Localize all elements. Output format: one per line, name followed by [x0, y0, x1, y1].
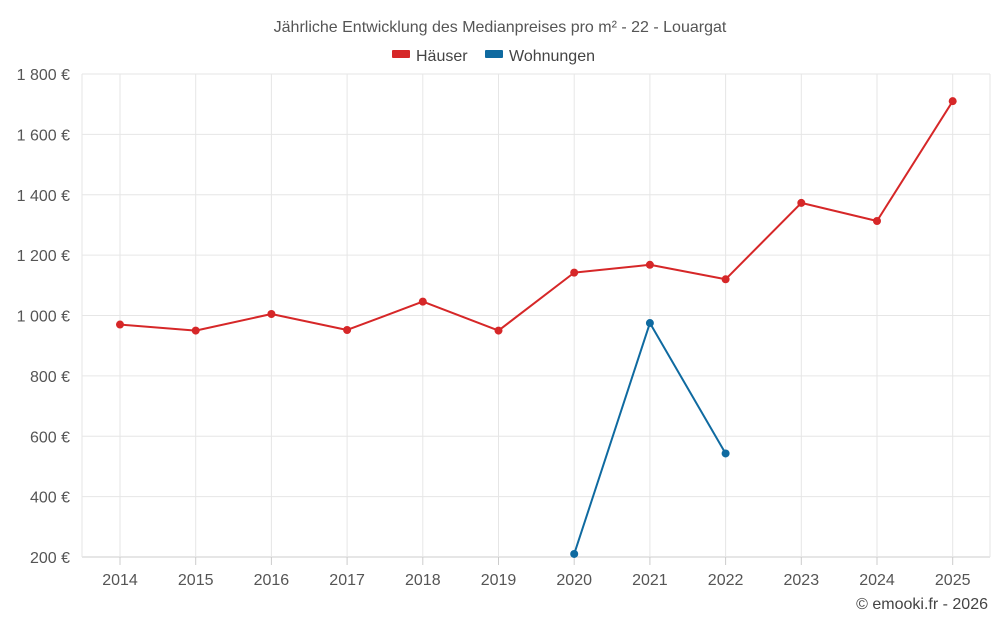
data-point[interactable] — [116, 320, 124, 329]
y-tick-label: 600 € — [30, 429, 70, 446]
y-tick-label: 1 800 € — [17, 67, 70, 84]
data-point[interactable] — [570, 549, 579, 558]
data-point[interactable] — [645, 260, 654, 269]
x-tick-label: 2018 — [405, 572, 441, 589]
x-axis: 2014 2015 2016 2017 2018 2019 2020 2021 2022 2023… — [102, 557, 971, 589]
data-point[interactable] — [797, 198, 806, 207]
series-layer — [116, 97, 957, 558]
data-point[interactable] — [645, 319, 654, 328]
data-point[interactable] — [570, 268, 579, 277]
data-point[interactable] — [721, 449, 730, 458]
x-tick-label: 2015 — [178, 572, 214, 589]
y-tick-label: 1 200 € — [17, 248, 70, 265]
legend-swatch-wohnungen — [485, 50, 503, 58]
y-tick-label: 400 € — [30, 490, 70, 507]
data-point[interactable] — [873, 217, 881, 226]
legend-label-wohnungen[interactable]: Wohnungen — [509, 48, 595, 65]
y-tick-label: 1 000 € — [17, 309, 70, 326]
series-line — [119, 100, 954, 332]
legend-swatch-hauser — [392, 50, 410, 58]
y-tick-label: 800 € — [30, 369, 70, 386]
credit-text: © emooki.fr - 2026 — [856, 596, 988, 613]
x-tick-label: 2022 — [708, 572, 744, 589]
x-tick-label: 2019 — [481, 572, 517, 589]
x-tick-label: 2016 — [254, 572, 290, 589]
y-axis: 200 € 400 € 600 € 800 € 1 000 € 1 200 € 1 400 … — [17, 67, 70, 567]
x-tick-label: 2017 — [329, 572, 365, 589]
grid — [81, 73, 991, 558]
legend-label-hauser[interactable]: Häuser — [416, 48, 468, 65]
x-tick-label: 2025 — [935, 572, 971, 589]
x-tick-label: 2024 — [859, 572, 895, 589]
y-tick-label: 1 400 € — [17, 188, 70, 205]
chart-title: Jährliche Entwicklung des Medianpreises … — [274, 19, 727, 36]
data-point[interactable] — [948, 97, 957, 106]
data-point[interactable] — [191, 326, 200, 335]
legend: Häuser Wohnungen — [392, 48, 595, 65]
y-tick-label: 200 € — [30, 550, 70, 567]
x-tick-label: 2014 — [102, 572, 138, 589]
y-tick-label: 1 600 € — [17, 127, 70, 144]
data-point[interactable] — [721, 275, 730, 284]
data-point[interactable] — [343, 325, 352, 334]
data-point[interactable] — [418, 297, 427, 306]
x-tick-label: 2020 — [556, 572, 592, 589]
series-hauser — [116, 97, 957, 335]
series-wohnungen — [570, 319, 730, 558]
x-tick-label: 2021 — [632, 572, 668, 589]
data-point[interactable] — [494, 326, 503, 335]
x-tick-label: 2023 — [784, 572, 820, 589]
data-point[interactable] — [267, 309, 276, 318]
